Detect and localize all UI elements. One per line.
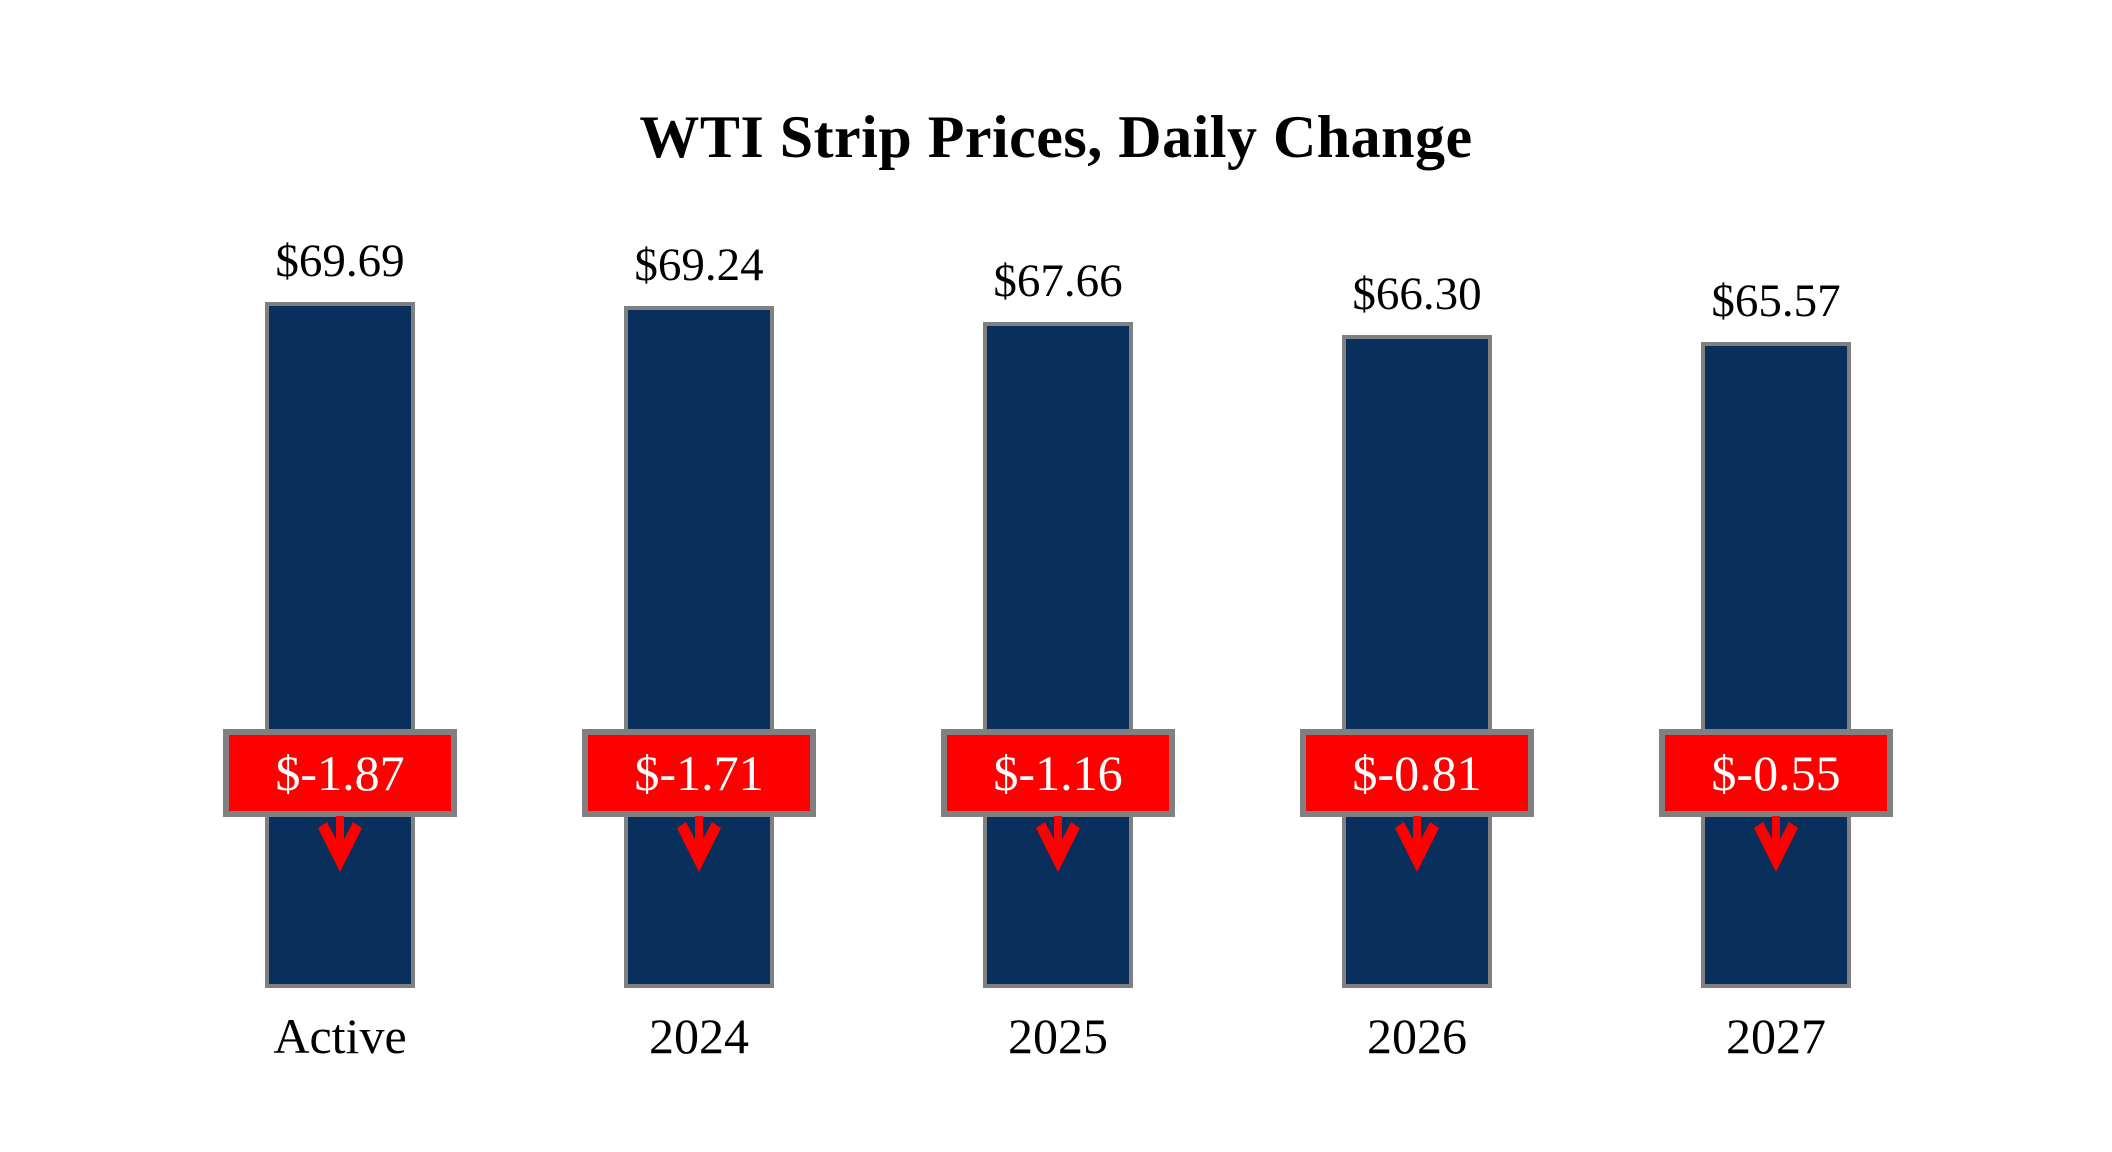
change-box: $-0.81 [1300, 729, 1534, 817]
category-label: 2026 [1367, 1008, 1467, 1064]
change-label: $-1.16 [993, 745, 1123, 801]
bar-column: $69.24 $-1.71 2024 [520, 0, 878, 1152]
price-label: $69.69 [275, 235, 405, 287]
down-arrow-icon [1754, 816, 1798, 872]
change-label: $-1.71 [634, 745, 764, 801]
change-box: $-1.16 [941, 729, 1175, 817]
price-label: $65.57 [1711, 274, 1841, 327]
category-label: 2025 [1008, 1008, 1108, 1064]
change-box: $-1.87 [223, 729, 457, 817]
bar-column: $69.69 $-1.87 Active [161, 0, 519, 1152]
down-arrow-icon [1395, 816, 1439, 872]
change-label: $-0.81 [1352, 745, 1482, 801]
price-label: $67.66 [993, 254, 1123, 307]
change-label: $-1.87 [275, 745, 405, 801]
category-label: Active [273, 1008, 407, 1064]
chart-title: WTI Strip Prices, Daily Change [639, 104, 1473, 170]
bar-column: $65.57 $-0.55 2027 [1597, 0, 1955, 1152]
bar-column: $66.30 $-0.81 2026 [1238, 0, 1596, 1152]
category-label: 2027 [1726, 1008, 1826, 1064]
down-arrow-icon [318, 816, 362, 872]
bar [265, 302, 415, 988]
bar [624, 306, 774, 988]
price-label: $69.24 [634, 239, 764, 292]
down-arrow-icon [1036, 816, 1080, 872]
change-box: $-1.71 [582, 729, 816, 817]
down-arrow-icon [677, 816, 721, 872]
change-label: $-0.55 [1711, 745, 1841, 801]
bar [1342, 334, 1492, 988]
change-box: $-0.55 [1659, 729, 1893, 817]
price-label: $66.30 [1352, 267, 1482, 320]
bar [1701, 341, 1851, 988]
category-label: 2024 [649, 1008, 749, 1064]
bar-column: $67.66 $-1.16 2025 [879, 0, 1237, 1152]
bar [983, 321, 1133, 988]
